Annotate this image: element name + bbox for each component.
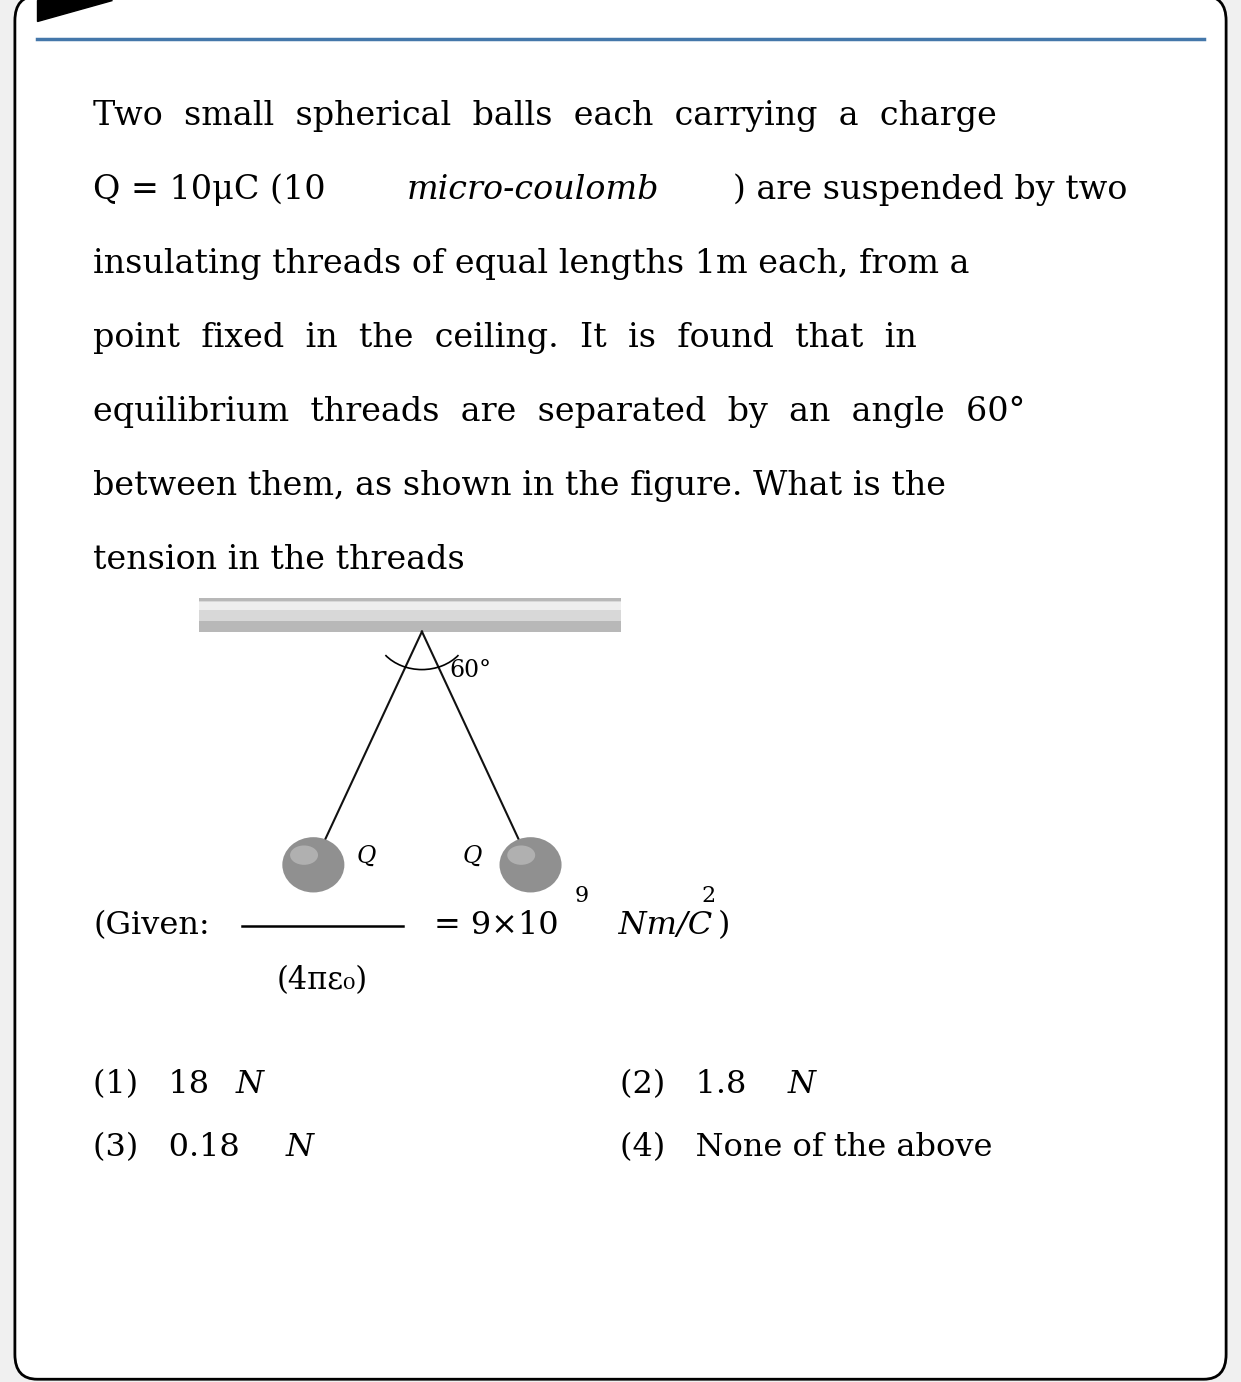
- Text: Q: Q: [357, 844, 376, 868]
- Ellipse shape: [499, 837, 561, 893]
- FancyBboxPatch shape: [15, 0, 1226, 1379]
- Text: 1: 1: [313, 854, 333, 884]
- Text: Nm/C: Nm/C: [592, 911, 712, 941]
- Polygon shape: [37, 0, 112, 21]
- Text: ): ): [717, 911, 730, 941]
- Text: micro-coulomb: micro-coulomb: [407, 174, 659, 206]
- Text: (Given:: (Given:: [93, 911, 210, 941]
- Ellipse shape: [283, 837, 345, 893]
- Text: Q = 10μC (10: Q = 10μC (10: [93, 174, 336, 206]
- Text: N: N: [236, 1070, 264, 1100]
- Bar: [199, 601, 620, 609]
- Text: between them, as shown in the figure. What is the: between them, as shown in the figure. Wh…: [93, 470, 946, 502]
- Text: N: N: [788, 1070, 817, 1100]
- Text: Q: Q: [462, 844, 482, 868]
- Text: 9: 9: [575, 884, 588, 907]
- Text: 2: 2: [701, 884, 715, 907]
- Text: insulating threads of equal lengths 1m each, from a: insulating threads of equal lengths 1m e…: [93, 247, 969, 281]
- Text: (2)   1.8: (2) 1.8: [620, 1070, 753, 1100]
- Text: (4)   None of the above: (4) None of the above: [620, 1132, 993, 1162]
- Text: tension in the threads: tension in the threads: [93, 543, 465, 576]
- Text: equilibrium  threads  are  separated  by  an  angle  60°: equilibrium threads are separated by an …: [93, 395, 1025, 428]
- Bar: [199, 598, 620, 632]
- Text: = 9×10: = 9×10: [434, 911, 558, 941]
- Text: (3)   0.18: (3) 0.18: [93, 1132, 246, 1162]
- Ellipse shape: [508, 846, 535, 865]
- Text: ) are suspended by two: ) are suspended by two: [732, 174, 1127, 206]
- Bar: [199, 601, 620, 621]
- Ellipse shape: [290, 846, 318, 865]
- Text: Two  small  spherical  balls  each  carrying  a  charge: Two small spherical balls each carrying …: [93, 100, 997, 133]
- Text: (4πε₀): (4πε₀): [277, 965, 369, 995]
- Text: 60°: 60°: [449, 659, 491, 683]
- Text: N: N: [285, 1132, 314, 1162]
- Text: (1)   18: (1) 18: [93, 1070, 216, 1100]
- Text: point  fixed  in  the  ceiling.  It  is  found  that  in: point fixed in the ceiling. It is found …: [93, 322, 917, 354]
